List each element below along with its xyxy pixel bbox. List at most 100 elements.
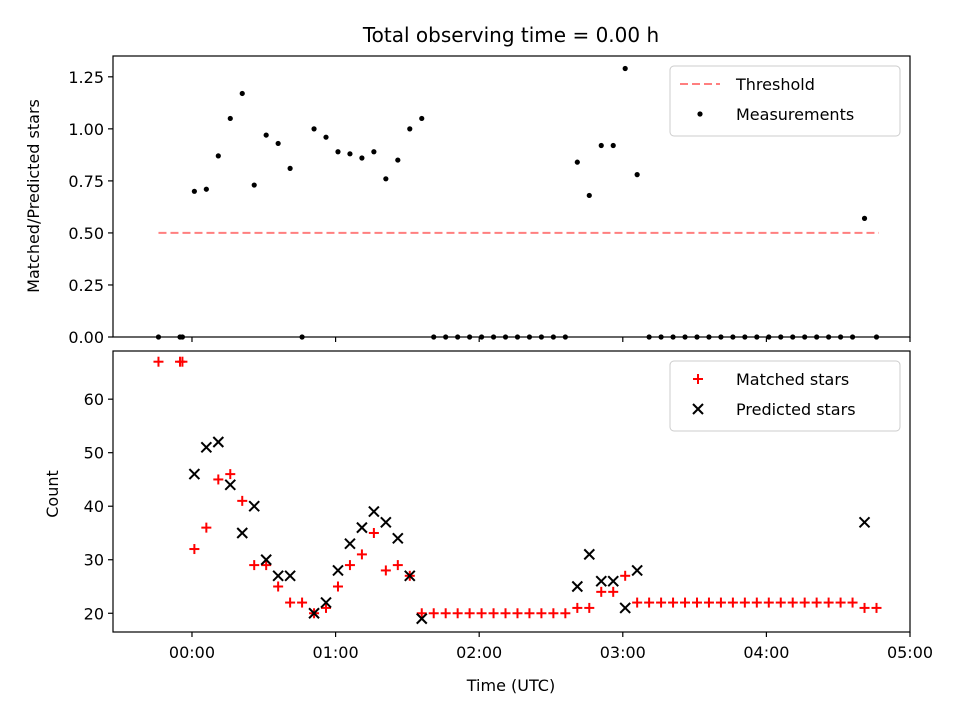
legend-label: Matched stars	[736, 370, 849, 389]
measurement-point	[359, 155, 365, 161]
predicted-star-marker	[368, 505, 380, 518]
x-axis-label: Time (UTC)	[466, 676, 555, 695]
measurement-point	[610, 142, 616, 149]
matched-star-marker	[680, 597, 691, 608]
matched-star-marker	[787, 597, 798, 608]
legend-marker	[692, 403, 704, 415]
y-tick-label: 0.00	[68, 328, 104, 347]
predicted-star-marker	[320, 596, 332, 609]
measurement-point	[215, 153, 221, 159]
plot-frame	[112, 55, 911, 338]
matched-star-marker	[285, 597, 296, 608]
measurement-point	[371, 149, 377, 155]
matched-star-marker	[321, 602, 332, 613]
top-y-axis-label: Matched/Predicted stars	[24, 99, 43, 293]
series-matched-stars	[153, 356, 882, 619]
predicted-star-marker	[416, 612, 428, 625]
matched-star-marker	[703, 597, 714, 608]
predicted-star-marker	[236, 527, 248, 539]
measurement-point	[407, 126, 413, 132]
y-tick-label: 20	[84, 604, 104, 623]
matched-star-marker	[811, 597, 822, 608]
matched-star-marker	[739, 597, 750, 608]
bottom-panel: 20 30 40 50 60 00:00 01:00 02:00 03:00 04:00 05:00…	[84, 350, 933, 662]
matched-star-marker	[536, 608, 547, 619]
predicted-star-marker	[380, 516, 392, 528]
matched-star-marker	[344, 560, 355, 571]
measurement-point	[586, 192, 592, 199]
measurement-point	[383, 176, 389, 182]
matched-star-marker	[189, 544, 200, 555]
matched-star-marker	[835, 597, 846, 608]
predicted-star-marker	[308, 607, 320, 619]
predicted-star-marker	[344, 537, 356, 550]
predicted-star-marker	[284, 570, 296, 582]
matched-star-marker	[715, 597, 726, 608]
top-panel: 0.00 0.25 0.50 0.75 1.00 1.25 Threshold Measure…	[68, 55, 911, 347]
matched-star-marker	[668, 597, 679, 608]
matched-star-marker	[644, 597, 655, 608]
y-tick-label: 0.50	[68, 224, 104, 243]
predicted-star-marker	[248, 500, 260, 512]
matched-star-marker	[727, 597, 738, 608]
matched-star-marker	[213, 474, 224, 485]
predicted-star-marker	[583, 548, 595, 561]
y-tick-label: 0.75	[68, 172, 104, 191]
matched-star-marker	[691, 597, 702, 608]
matched-star-marker	[488, 608, 499, 619]
y-tick-label: 40	[84, 497, 104, 516]
chart-title: Total observing time = 0.00 h	[362, 23, 659, 47]
x-tick-label: 05:00	[887, 643, 933, 662]
x-tick-label: 04:00	[743, 643, 789, 662]
y-tick-label: 1.00	[68, 120, 104, 139]
matched-star-marker	[775, 597, 786, 608]
matched-star-marker	[273, 581, 284, 592]
x-tick-label: 03:00	[600, 643, 646, 662]
matched-star-marker	[524, 608, 535, 619]
measurement-point	[622, 65, 628, 72]
predicted-star-marker	[188, 468, 201, 480]
matched-star-marker	[847, 597, 858, 608]
matched-star-marker	[584, 602, 595, 613]
matched-star-marker	[201, 522, 212, 533]
matched-star-marker	[871, 602, 882, 613]
measurement-point	[395, 157, 401, 163]
measurement-point	[227, 115, 233, 122]
matched-star-marker	[261, 560, 272, 571]
predicted-star-marker	[260, 554, 272, 566]
predicted-star-marker	[272, 570, 284, 582]
legend-label: Predicted stars	[736, 400, 856, 419]
bottom-y-axis-label: Count	[43, 470, 62, 518]
legend-box	[669, 360, 901, 432]
predicted-star-marker	[332, 564, 344, 577]
predicted-star-marker	[404, 570, 416, 582]
matched-star-marker	[859, 602, 870, 613]
predicted-star-marker	[212, 436, 225, 448]
matched-star-marker	[440, 608, 451, 619]
measurement-point	[335, 149, 341, 155]
measurement-point	[251, 182, 257, 188]
predicted-star-marker	[224, 479, 236, 491]
measurement-point	[861, 215, 868, 221]
measurement-point	[203, 186, 209, 192]
matched-star-marker	[608, 586, 619, 597]
predicted-star-marker	[619, 602, 631, 614]
matched-star-marker	[428, 608, 439, 619]
matched-star-marker	[452, 608, 463, 619]
y-tick-label: 1.25	[68, 68, 104, 87]
matched-star-marker	[596, 586, 607, 597]
matched-star-marker	[368, 527, 379, 538]
matched-star-marker	[763, 597, 774, 608]
legend-label: Measurements	[736, 105, 854, 124]
predicted-star-marker	[356, 521, 368, 534]
matched-star-marker	[237, 495, 248, 506]
predicted-star-marker	[571, 580, 584, 593]
matched-star-marker	[799, 597, 810, 608]
matched-star-marker	[416, 608, 427, 619]
matched-star-marker	[380, 565, 391, 576]
x-tick-label: 02:00	[456, 643, 502, 662]
matched-star-marker	[153, 356, 164, 367]
measurement-point	[191, 188, 197, 194]
measurement-point	[574, 159, 580, 165]
